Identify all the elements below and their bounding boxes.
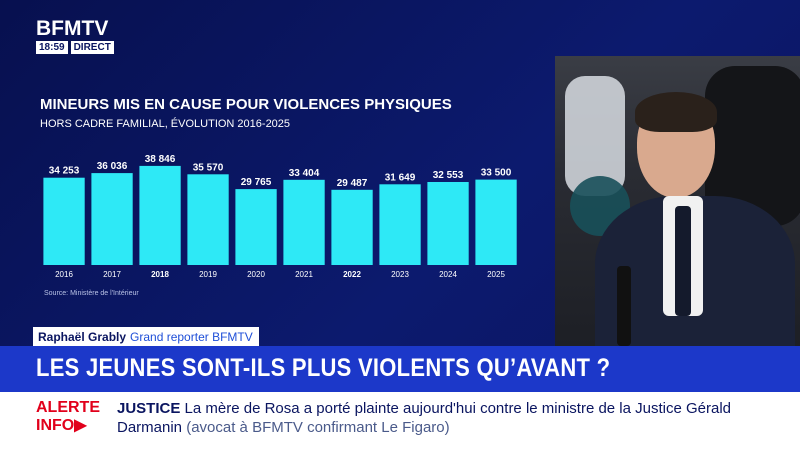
value-label-2017: 36 036: [97, 161, 128, 172]
chart-title: MINEURS MIS EN CAUSE POUR VIOLENCES PHYS…: [40, 96, 452, 113]
bar-chart: 34 253 2016 36 036 2017 38 846 2018 35 570 2019…: [43, 154, 517, 279]
bar-2019: [187, 174, 229, 265]
bar-2017: [91, 173, 133, 265]
value-label-2022: 29 487: [337, 178, 368, 189]
chart-subtitle: HORS CADRE FAMILIAL, ÉVOLUTION 2016-2025: [40, 118, 291, 130]
value-label-2021: 33 404: [289, 168, 320, 179]
reporter-role: Grand reporter BFMTV: [130, 329, 253, 344]
tick-label-2023: 2023: [391, 270, 409, 279]
tick-label-2017: 2017: [103, 270, 121, 279]
arrow-icon: ▶: [74, 417, 87, 434]
microphone: [617, 266, 631, 346]
value-label-2023: 31 649: [385, 172, 416, 183]
reporter-name: Raphaël Grably: [38, 329, 127, 344]
news-ticker: ALERTE INFO▶ JUSTICE La mère de Rosa a p…: [0, 392, 800, 450]
tick-label-2025: 2025: [487, 270, 505, 279]
bar-2016: [43, 177, 85, 265]
alert-info-badge: ALERTE INFO▶: [36, 399, 100, 435]
bar-2021: [283, 179, 325, 265]
bar-2024: [427, 182, 469, 265]
chart-panel: MINEURS MIS EN CAUSE POUR VIOLENCES PHYS…: [0, 56, 555, 346]
ticker-body: La mère de Rosa a porté plainte aujourd'…: [117, 400, 732, 436]
bar-2025: [475, 179, 517, 265]
tick-label-2021: 2021: [295, 270, 313, 279]
tick-label-2024: 2024: [439, 270, 457, 279]
bar-2020: [235, 189, 277, 265]
ticker-message: JUSTICE La mère de Rosa a porté plainte …: [117, 399, 777, 437]
headline-bar: LES JEUNES SONT-ILS PLUS VIOLENTS QU’AVA…: [0, 346, 800, 392]
value-label-2025: 33 500: [481, 168, 512, 179]
reporter-caption: Raphaël Grably Grand reporter BFMTV: [33, 327, 259, 346]
ticker-parenthetical: (avocat à BFMTV confirmant Le Figaro): [186, 419, 450, 436]
ticker-category: JUSTICE: [117, 400, 181, 417]
value-label-2020: 29 765: [241, 177, 272, 188]
tick-label-2018: 2018: [151, 270, 169, 279]
tick-label-2019: 2019: [199, 270, 217, 279]
chart-source: Source: Ministère de l'Intérieur: [44, 290, 139, 297]
live-badge: DIRECT: [70, 41, 114, 54]
channel-logo: BFMTV 18:59 DIRECT: [36, 18, 114, 54]
tick-label-2016: 2016: [55, 270, 73, 279]
value-label-2019: 35 570: [193, 162, 224, 173]
value-label-2024: 32 553: [433, 170, 464, 181]
studio-video: [555, 56, 800, 346]
value-label-2018: 38 846: [145, 154, 176, 165]
tick-label-2020: 2020: [247, 270, 265, 279]
value-label-2016: 34 253: [49, 166, 80, 177]
logo-clock: 18:59: [36, 41, 68, 54]
bar-2023: [379, 184, 421, 265]
bar-2022: [331, 189, 373, 265]
bar-2018: [139, 165, 181, 265]
alert-line-2: INFO▶: [36, 417, 87, 434]
tick-label-2022: 2022: [343, 270, 361, 279]
alert-line-1: ALERTE: [36, 399, 100, 416]
headline-text: LES JEUNES SONT-ILS PLUS VIOLENTS QU’AVA…: [36, 354, 611, 382]
logo-brand: BFMTV: [36, 17, 109, 40]
